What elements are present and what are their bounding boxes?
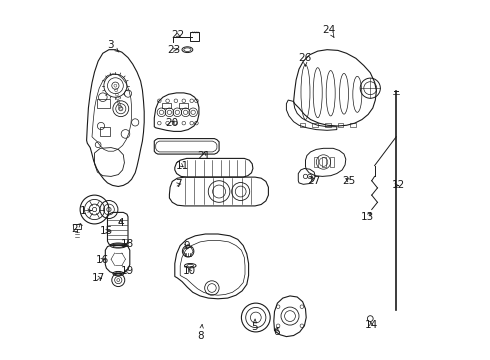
Text: 24: 24 <box>322 24 336 37</box>
Text: 1: 1 <box>79 206 92 216</box>
Text: 14: 14 <box>365 320 378 330</box>
Text: 15: 15 <box>100 226 114 236</box>
Text: 27: 27 <box>307 176 320 186</box>
Text: 20: 20 <box>165 118 178 128</box>
Text: 11: 11 <box>176 161 189 171</box>
Text: 25: 25 <box>343 176 356 186</box>
Text: 8: 8 <box>197 325 204 341</box>
Text: 9: 9 <box>183 240 190 251</box>
Text: 7: 7 <box>175 179 181 189</box>
Text: 4: 4 <box>117 218 124 228</box>
Text: 6: 6 <box>273 327 280 337</box>
Text: 26: 26 <box>298 53 312 66</box>
Text: 12: 12 <box>392 180 405 190</box>
Text: 18: 18 <box>121 239 134 249</box>
Text: 21: 21 <box>197 150 211 161</box>
Text: 13: 13 <box>361 212 374 222</box>
Text: 3: 3 <box>107 40 119 52</box>
Text: 16: 16 <box>96 255 109 265</box>
Text: 23: 23 <box>168 45 181 55</box>
Text: 22: 22 <box>171 30 184 40</box>
Text: 19: 19 <box>121 266 134 276</box>
Text: 10: 10 <box>183 266 196 276</box>
Text: 5: 5 <box>251 319 258 332</box>
Text: 17: 17 <box>92 273 105 283</box>
Text: 2: 2 <box>72 224 81 234</box>
